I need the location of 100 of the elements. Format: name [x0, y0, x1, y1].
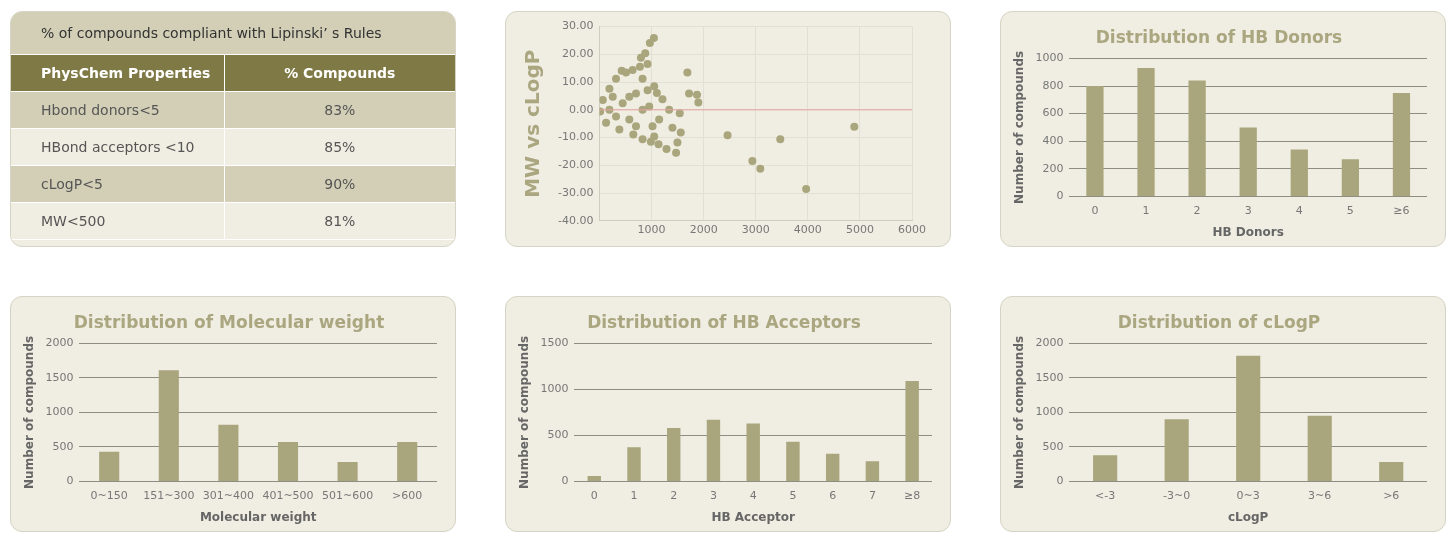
x-tick-label: 301~400 — [202, 488, 255, 502]
x-tick-label: 0~3 — [1236, 488, 1260, 502]
bar — [1236, 355, 1261, 481]
x-tick-label: <-3 — [1095, 488, 1116, 502]
x-tick-label: 6 — [829, 488, 837, 502]
point — [694, 98, 703, 107]
x-tick-label: 5 — [789, 488, 797, 502]
y-tick-label: 200 — [1042, 161, 1064, 175]
bar — [667, 428, 681, 481]
point — [605, 84, 614, 93]
point — [683, 68, 692, 77]
y-tick-label: 2000 — [45, 336, 74, 350]
category-label: HBond acceptors <10 — [11, 128, 225, 166]
point — [631, 122, 640, 131]
bar — [158, 370, 179, 481]
point — [608, 92, 617, 101]
point — [612, 112, 621, 121]
bar — [706, 419, 721, 481]
point — [646, 137, 655, 146]
bar — [1086, 86, 1104, 196]
y-tick-label: 1000 — [1035, 51, 1064, 65]
x-tick-label: 0~150 — [90, 488, 128, 502]
point — [636, 53, 645, 62]
x-tick-label: 3 — [1244, 203, 1252, 217]
text: % of compounds compliant with Lipinski’ s Rules — [11, 12, 455, 55]
text: PhysChem Properties — [11, 54, 225, 92]
text: % Compounds — [224, 54, 455, 92]
y-tick-label: 0 — [561, 474, 569, 488]
bar — [337, 462, 358, 481]
bar — [627, 447, 641, 481]
x-tick-label: 1 — [1142, 203, 1150, 217]
x-tick-label: ≥8 — [904, 488, 921, 502]
point — [638, 135, 647, 144]
y-tick-label: 20.00 — [561, 47, 594, 61]
point — [612, 74, 621, 83]
y-tick-label: 1500 — [1035, 370, 1064, 384]
point — [622, 68, 631, 77]
y-axis-title: MW vs cLogP — [520, 49, 545, 198]
point — [643, 60, 652, 69]
point — [650, 82, 659, 91]
y-tick-label: 500 — [1042, 439, 1064, 453]
point — [675, 109, 684, 118]
x-tick-label: -3~0 — [1163, 488, 1191, 502]
point — [654, 140, 663, 149]
x-tick-label: 0 — [1091, 203, 1099, 217]
point — [776, 135, 785, 144]
x-tick-label: 4000 — [793, 223, 822, 237]
x-tick-label: >600 — [392, 488, 423, 502]
bar — [1164, 419, 1189, 481]
point — [676, 128, 685, 137]
point — [723, 131, 732, 140]
y-tick-label: 0 — [1056, 474, 1064, 488]
x-tick-label: >6 — [1383, 488, 1400, 502]
text: 81% — [324, 213, 356, 229]
y-axis-title: Number of compounds — [1012, 50, 1027, 204]
x-tick-label: 3 — [709, 488, 717, 502]
point — [643, 86, 652, 95]
text: 90% — [324, 176, 356, 192]
point — [618, 99, 627, 108]
point — [673, 138, 682, 147]
x-tick-label: 3~6 — [1308, 488, 1332, 502]
point — [648, 122, 657, 131]
bar — [218, 424, 239, 481]
bar — [905, 381, 919, 481]
category-label: cLogP<5 — [11, 165, 225, 203]
y-tick-label: 1000 — [540, 382, 569, 396]
bar — [1137, 68, 1155, 196]
y-tick-label: 30.00 — [561, 19, 594, 33]
point — [672, 148, 681, 157]
x-axis-title: HB Acceptor — [711, 509, 796, 524]
x-tick-label: 501~600 — [321, 488, 374, 502]
x-axis-title: HB Donors — [1212, 224, 1284, 239]
point — [645, 38, 654, 47]
x-tick-label: 3000 — [741, 223, 770, 237]
x-tick-label: 401~500 — [262, 488, 314, 502]
x-tick-label: 4 — [1295, 203, 1303, 217]
chart-title: Distribution of HB Donors — [1095, 26, 1343, 47]
y-tick-label: 600 — [1042, 106, 1064, 120]
x-axis-title: Molecular weight — [199, 509, 317, 524]
x-tick-label: 2000 — [689, 223, 718, 237]
y-tick-label: 1000 — [45, 405, 74, 419]
bar — [1290, 149, 1308, 196]
bar — [99, 451, 120, 481]
chart-title: Distribution of Molecular weight — [73, 311, 385, 332]
y-tick-label: -40.00 — [557, 213, 594, 227]
point — [650, 132, 659, 141]
bar — [865, 461, 880, 481]
point — [668, 123, 677, 132]
point — [629, 130, 638, 139]
bar — [746, 423, 760, 481]
bar — [1392, 92, 1411, 196]
bar — [1307, 415, 1332, 481]
category-label: MW<500 — [11, 202, 225, 240]
point — [658, 95, 667, 104]
y-axis-title: Number of compounds — [517, 335, 532, 489]
point — [652, 88, 661, 97]
point — [628, 65, 637, 74]
x-tick-label: 5 — [1346, 203, 1354, 217]
y-axis-title: Number of compounds — [1012, 335, 1027, 489]
point — [802, 184, 811, 193]
